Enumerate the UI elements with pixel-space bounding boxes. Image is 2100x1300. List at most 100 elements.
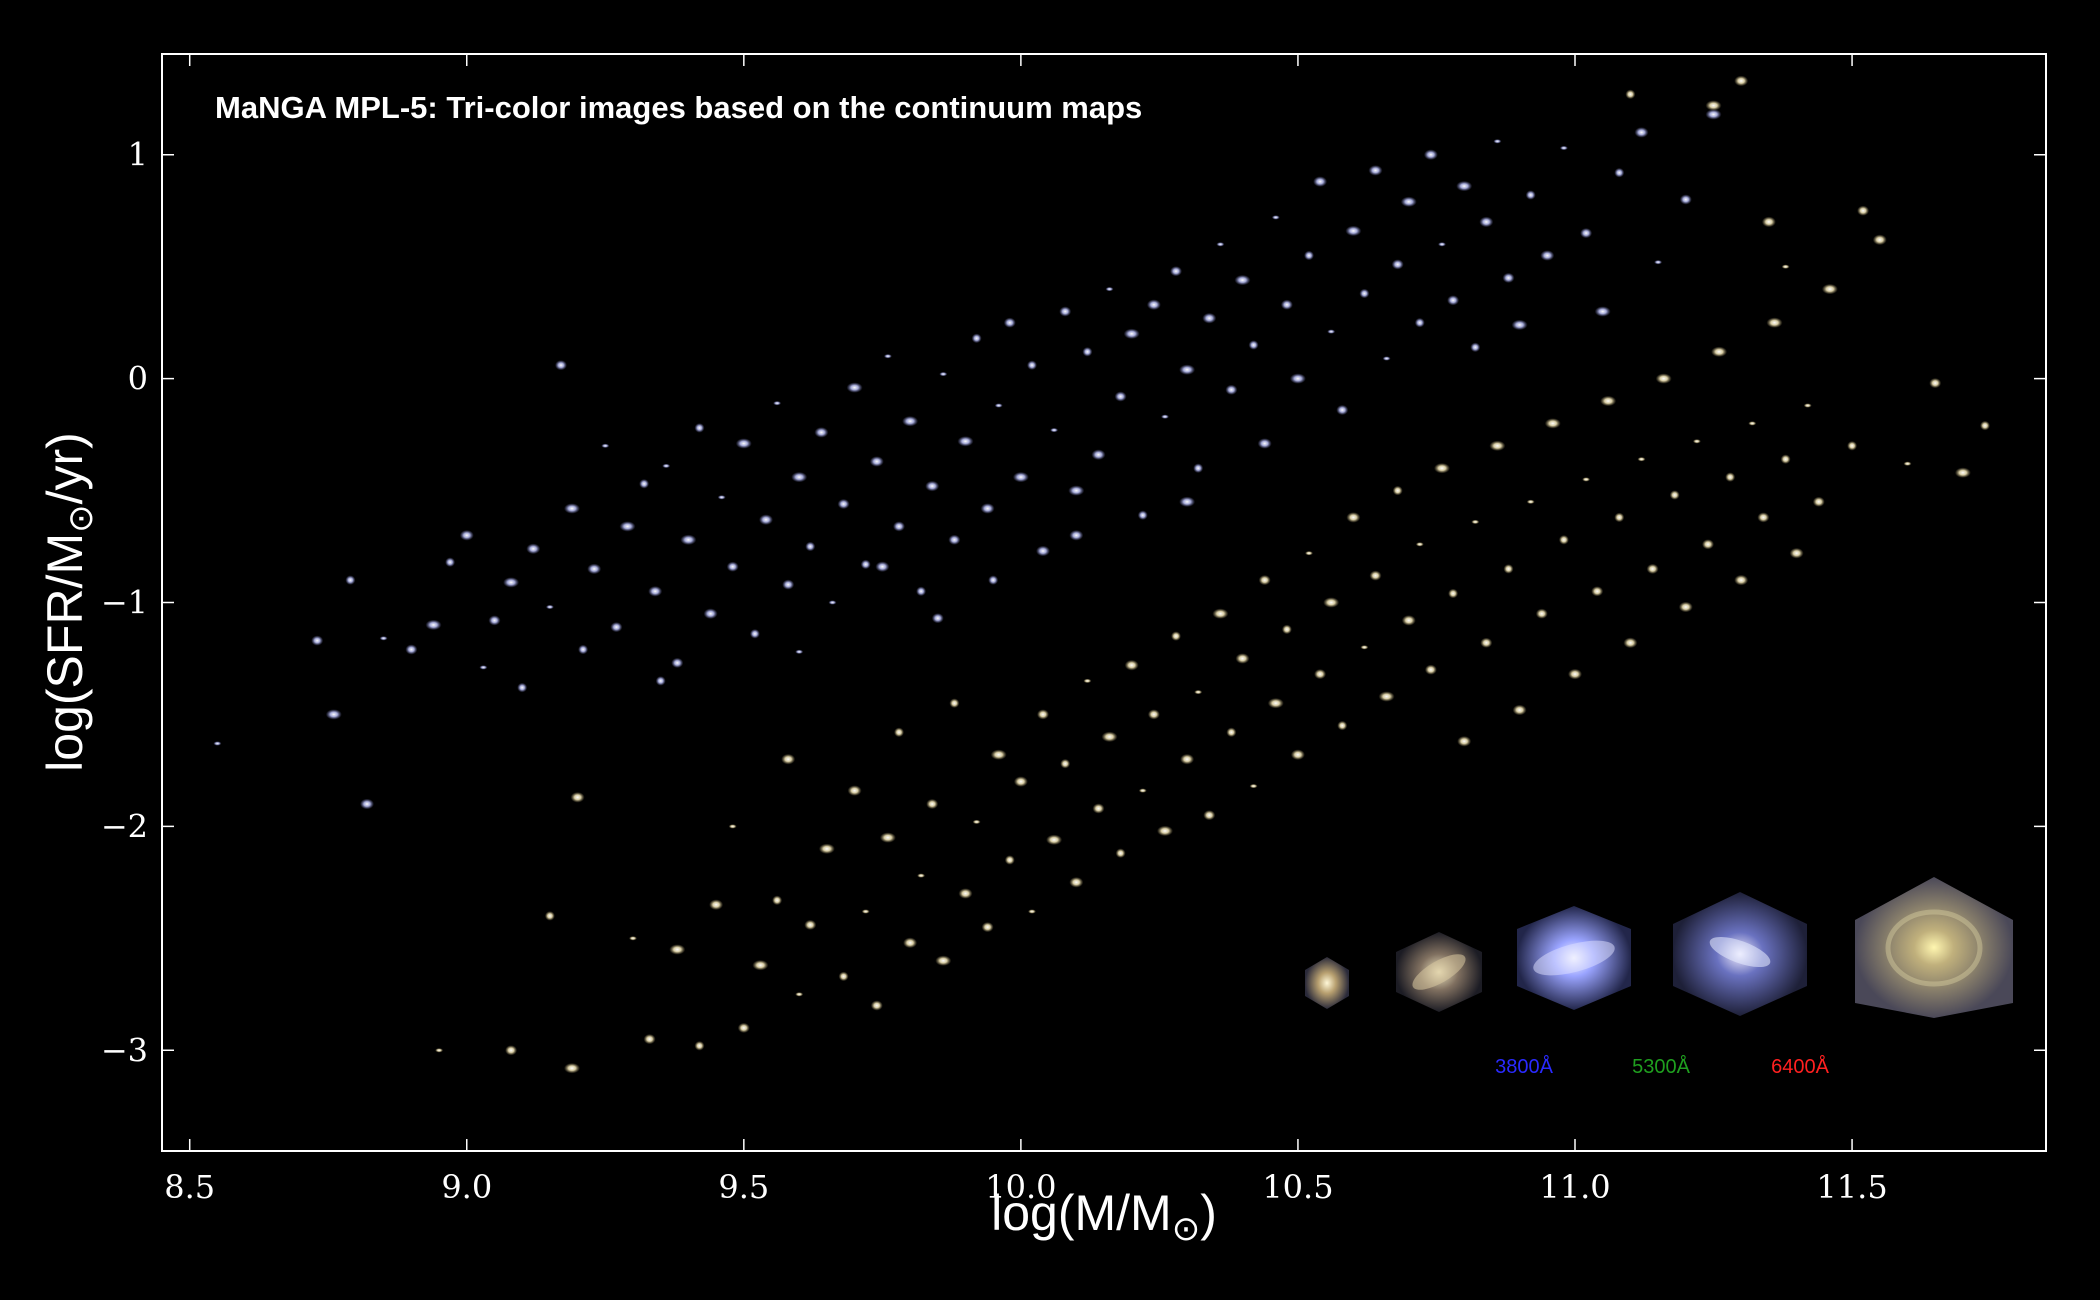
galaxy-thumbnail-1 [1305, 957, 1349, 1009]
axis-ticks: 8.5 9.0 9.5 10.0 10.5 11.0 11.5 1 0 −1 −2 −3 [101, 54, 2046, 1206]
galaxy-point-star-forming [694, 423, 705, 433]
galaxy-point-quiescent [1424, 664, 1437, 675]
galaxy-point-star-forming [1493, 139, 1502, 144]
galaxy-point-star-forming [1225, 384, 1238, 395]
galaxy-thumbnail-4-bar [1709, 936, 1771, 968]
galaxy-point-quiescent [1512, 704, 1527, 716]
galaxy-point-quiescent [926, 798, 939, 810]
galaxy-point-quiescent [870, 1000, 883, 1011]
galaxy-point-quiescent [1392, 485, 1403, 496]
galaxy-point-quiescent [1249, 783, 1258, 789]
galaxy-point-star-forming [795, 649, 804, 654]
galaxy-point-star-forming [749, 629, 760, 639]
galaxy-point-star-forming [1382, 356, 1391, 361]
galaxy-point-star-forming [1345, 225, 1362, 237]
galaxy-point-star-forming [869, 456, 884, 467]
galaxy-point-quiescent [847, 785, 862, 796]
galaxy-point-quiescent [1803, 403, 1812, 408]
galaxy-point-star-forming [1271, 215, 1280, 220]
y-tick-label: −1 [101, 584, 148, 622]
galaxy-point-quiescent [1069, 877, 1084, 888]
x-tick-label: 11.0 [1539, 1168, 1610, 1206]
galaxy-point-quiescent [935, 955, 952, 966]
galaxy-point-star-forming [648, 586, 663, 597]
galaxy-point-quiescent [1457, 736, 1472, 747]
galaxy-point-quiescent [737, 1022, 750, 1033]
band-label-blue: 3800Å [1495, 1055, 1553, 1078]
galaxy-point-quiescent [1789, 547, 1804, 559]
galaxy-point-star-forming [1327, 329, 1336, 334]
x-tick-label: 10.0 [985, 1168, 1056, 1206]
galaxy-point-quiescent [1929, 378, 1942, 389]
galaxy-point-quiescent [752, 960, 769, 971]
galaxy-point-star-forming [916, 586, 927, 597]
galaxy-point-quiescent [1360, 645, 1369, 650]
galaxy-point-quiescent [1434, 463, 1450, 474]
galaxy-point-quiescent [1115, 848, 1126, 858]
galaxy-point-quiescent [894, 727, 904, 738]
galaxy-point-star-forming [1179, 496, 1196, 507]
y-axis-title: log(SFR/M⊙/yr) [37, 432, 100, 772]
galaxy-point-quiescent [1678, 601, 1693, 613]
galaxy-point-quiescent [981, 922, 994, 933]
galaxy-point-star-forming [1614, 167, 1625, 178]
galaxy-point-star-forming [773, 401, 782, 406]
galaxy-point-star-forming [655, 676, 666, 686]
galaxy-point-quiescent [1314, 669, 1327, 680]
galaxy-point-star-forming [735, 438, 752, 449]
galaxy-point-star-forming [1525, 190, 1536, 200]
galaxy-point-star-forming [703, 608, 718, 619]
galaxy-point-quiescent [1705, 100, 1722, 111]
galaxy-point-star-forming [1036, 545, 1050, 557]
galaxy-point-quiescent [1267, 698, 1284, 709]
galaxy-point-quiescent [1013, 776, 1028, 787]
galaxy-point-star-forming [1502, 272, 1515, 283]
galaxy-point-star-forming [503, 577, 520, 588]
y-tick-label: 0 [128, 360, 148, 398]
galaxy-point-star-forming [1423, 149, 1438, 160]
galaxy-point-star-forming [425, 619, 442, 631]
galaxy-point-star-forming [988, 575, 999, 585]
galaxy-point-star-forming [1082, 347, 1093, 357]
galaxy-point-star-forming [564, 503, 580, 514]
galaxy-point-quiescent [1290, 749, 1305, 760]
galaxy-point-star-forming [479, 665, 488, 670]
galaxy-point-star-forming [1069, 530, 1084, 541]
galaxy-point-star-forming [1559, 145, 1568, 151]
galaxy-point-star-forming [931, 613, 944, 624]
galaxy-point-star-forming [814, 427, 829, 438]
galaxy-point-star-forming [587, 563, 602, 575]
x-tick-label: 9.5 [718, 1168, 769, 1206]
galaxy-point-star-forming [680, 534, 697, 545]
galaxy-point-star-forming [860, 559, 871, 570]
galaxy-point-star-forming [662, 463, 671, 469]
galaxy-point-star-forming [488, 615, 501, 626]
galaxy-point-star-forming [325, 709, 342, 720]
galaxy-point-star-forming [1280, 299, 1293, 310]
galaxy-point-star-forming [805, 541, 816, 552]
galaxy-point-quiescent [1692, 439, 1701, 444]
galaxy-point-quiescent [1780, 454, 1791, 465]
galaxy-point-quiescent [972, 819, 981, 825]
galaxy-point-star-forming [610, 622, 623, 633]
galaxy-point-quiescent [1281, 624, 1292, 635]
chart-title: MaNGA MPL-5: Tri-color images based on t… [215, 90, 1142, 125]
galaxy-point-star-forming [980, 503, 995, 514]
x-axis-title: log(M/M⊙) [991, 1185, 1217, 1248]
galaxy-point-quiescent [1655, 373, 1672, 384]
galaxy-point-star-forming [1257, 438, 1272, 449]
galaxy-point-star-forming [883, 354, 892, 359]
galaxy-point-star-forming [1540, 250, 1555, 261]
galaxy-point-star-forming [1123, 328, 1140, 339]
galaxy-point-quiescent [1401, 615, 1416, 626]
galaxy-point-quiescent [1766, 317, 1783, 328]
galaxy-point-quiescent [1725, 472, 1736, 482]
galaxy-point-quiescent [1614, 512, 1625, 523]
galaxy-point-quiescent [1812, 496, 1825, 507]
galaxy-point-star-forming [1050, 427, 1059, 433]
galaxy-point-star-forming [717, 495, 726, 500]
galaxy-point-quiescent [1212, 608, 1229, 619]
scatter-points [213, 75, 1990, 1074]
galaxy-point-quiescent [1471, 519, 1480, 525]
